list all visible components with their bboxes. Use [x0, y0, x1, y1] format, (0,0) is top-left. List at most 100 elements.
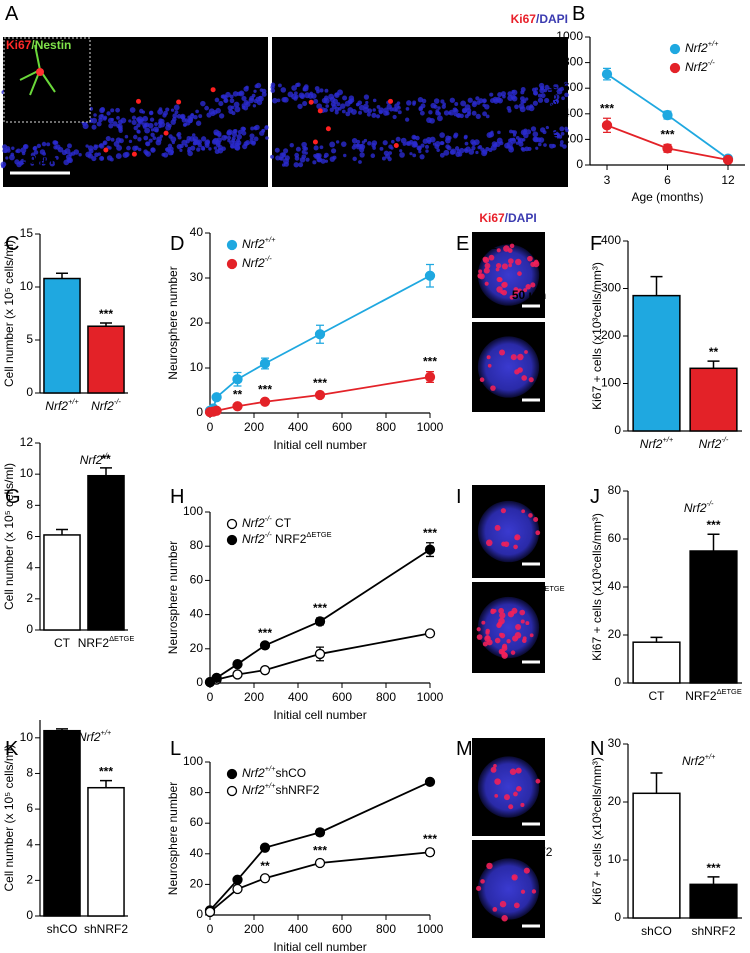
nucleus: [53, 145, 58, 150]
nucleus: [41, 141, 47, 147]
nucleus: [532, 131, 539, 138]
nucleus: [432, 142, 437, 146]
ki67-cell: [503, 245, 510, 252]
nucleus: [253, 136, 259, 142]
nucleus: [343, 153, 347, 158]
nucleus: [174, 110, 179, 115]
nucleus: [332, 155, 337, 160]
bar: [632, 294, 681, 432]
nucleus: [176, 114, 182, 119]
nucleus: [486, 132, 493, 139]
nucleus: [506, 141, 513, 148]
nucleus: [538, 82, 545, 89]
y-tick-label: 0: [196, 907, 203, 921]
significance: ***: [258, 383, 272, 397]
ki67-cell: [496, 622, 502, 629]
nucleus: [196, 147, 201, 152]
cell-layer: [270, 81, 569, 168]
nucleus: [375, 114, 381, 119]
scale-bar-label: 50 µm: [23, 153, 57, 167]
nucleus: [338, 107, 342, 111]
marker: [314, 329, 326, 340]
ki67-cell: [514, 631, 522, 639]
nucleus: [198, 114, 203, 119]
marker: [232, 374, 243, 385]
x-tick-label: CT: [54, 636, 71, 650]
nucleus: [11, 146, 15, 150]
ki67-cell: [478, 269, 483, 274]
nucleus: [355, 102, 360, 107]
nucleus: [275, 155, 281, 161]
x-tick-label: 200: [244, 690, 264, 704]
nucleus: [61, 149, 67, 156]
image-label: Nrf2+/+shNRF2: [475, 843, 553, 859]
nucleus: [515, 136, 520, 140]
nucleus: [106, 111, 111, 116]
nucleus: [102, 140, 108, 146]
ki67-cell: [501, 541, 506, 547]
nucleus: [475, 150, 479, 155]
marker: [232, 659, 243, 670]
ki67-cell: [486, 639, 493, 646]
marker: [601, 68, 613, 80]
panel-letter: E: [456, 233, 469, 255]
nucleus: [564, 92, 569, 98]
nucleus: [499, 141, 504, 146]
nucleus: [396, 101, 401, 105]
x-tick-label: 0: [207, 420, 214, 434]
ki67-cell: [501, 915, 508, 922]
y-tick-label: 15: [20, 226, 34, 240]
x-tick-label: 600: [332, 922, 352, 936]
nucleus: [145, 151, 152, 157]
nucleus: [406, 100, 412, 106]
y-tick-label: 30: [608, 736, 622, 750]
nucleus: [341, 109, 346, 114]
image-title: Ki67/DAPI: [479, 211, 536, 225]
x-tick-label: 600: [332, 690, 352, 704]
significance: ***: [600, 101, 614, 115]
nucleus: [301, 150, 306, 155]
y-tick-label: 30: [190, 270, 204, 284]
nucleus: [372, 98, 377, 103]
y-tick-label: 80: [608, 483, 622, 497]
nucleus: [544, 97, 550, 104]
ki67-cell: [503, 794, 510, 801]
nucleus: [150, 128, 155, 132]
ki67-cell: [515, 623, 522, 630]
nucleus: [319, 145, 324, 150]
nucleus: [358, 104, 365, 111]
nucleus: [201, 147, 206, 151]
legend-label: Nrf2+/+shNRF2: [242, 781, 320, 797]
bar: [87, 786, 125, 917]
error-bar: [56, 272, 68, 279]
nucleus: [99, 156, 105, 161]
ki67-cell: [513, 544, 518, 550]
x-tick-label: 12: [721, 173, 735, 187]
nucleus: [450, 148, 457, 155]
nucleus: [537, 93, 542, 98]
nucleus: [32, 146, 37, 151]
nucleus: [330, 148, 337, 154]
y-tick-label: 200: [601, 328, 621, 342]
ki67-cell: [494, 778, 501, 785]
error-bar: [707, 360, 720, 369]
neurosphere: [477, 336, 540, 398]
nucleus: [108, 146, 112, 150]
nucleus: [489, 92, 494, 97]
nucleus: [105, 135, 111, 142]
x-tick-label: 200: [244, 922, 264, 936]
nucleus: [215, 107, 221, 114]
nucleus: [179, 143, 184, 149]
nucleus: [270, 154, 275, 159]
y-tick-label: 80: [190, 538, 204, 552]
nucleus: [446, 145, 452, 151]
nucleus: [98, 143, 104, 148]
y-tick-label: 20: [608, 794, 622, 808]
x-tick-label: shCO: [47, 922, 78, 936]
nucleus: [545, 125, 550, 130]
ki67-cell: [510, 354, 517, 361]
ki67-cell: [131, 151, 137, 157]
significance: ***: [423, 355, 437, 369]
y-tick-label: 4: [26, 560, 33, 574]
